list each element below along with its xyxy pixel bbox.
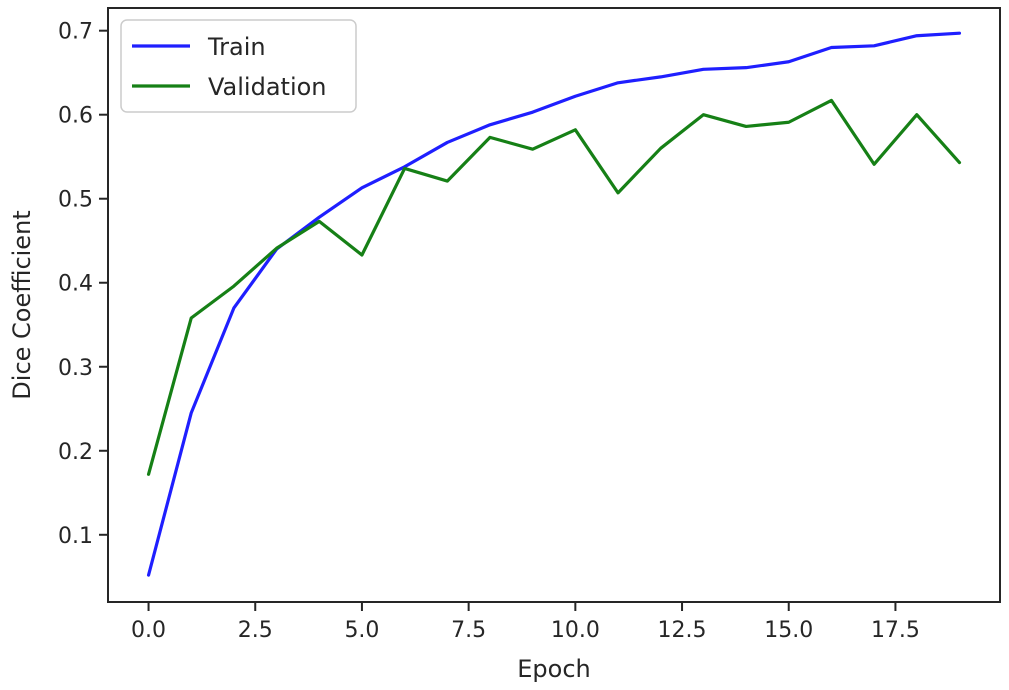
series-line-train — [146, 31, 962, 577]
y-tick-label: 0.7 — [58, 20, 93, 45]
y-tick-label: 0.5 — [58, 188, 93, 213]
x-tick-label: 5.0 — [344, 618, 379, 643]
y-tick-label: 0.1 — [58, 524, 93, 549]
x-tick-label: 17.5 — [871, 618, 920, 643]
series-line-validation — [146, 98, 962, 476]
x-tick-label: 10.0 — [551, 618, 600, 643]
y-axis-label: Dice Coefficient — [8, 210, 36, 399]
series-layer — [146, 31, 962, 577]
x-tick-label: 0.0 — [131, 618, 166, 643]
y-tick-label: 0.3 — [58, 356, 93, 381]
x-tick-label: 15.0 — [764, 618, 813, 643]
legend-label-validation: Validation — [208, 73, 327, 101]
plot-frame — [107, 7, 1001, 603]
x-axis-label: Epoch — [517, 655, 591, 683]
legend-label-train: Train — [207, 33, 266, 61]
ticks-layer: 0.0 2.5 5.0 7.5 10.0 12.5 15.0 17.5 0.1 0.2 0.3 0.4… — [58, 20, 920, 643]
x-tick-label: 7.5 — [451, 618, 486, 643]
legend-box — [120, 19, 357, 113]
x-tick-label: 2.5 — [238, 618, 273, 643]
y-tick-label: 0.4 — [58, 272, 93, 297]
legend: Train Validation — [120, 19, 357, 113]
y-tick-label: 0.2 — [58, 440, 93, 465]
y-tick-label: 0.6 — [58, 104, 93, 129]
x-tick-label: 12.5 — [658, 618, 707, 643]
